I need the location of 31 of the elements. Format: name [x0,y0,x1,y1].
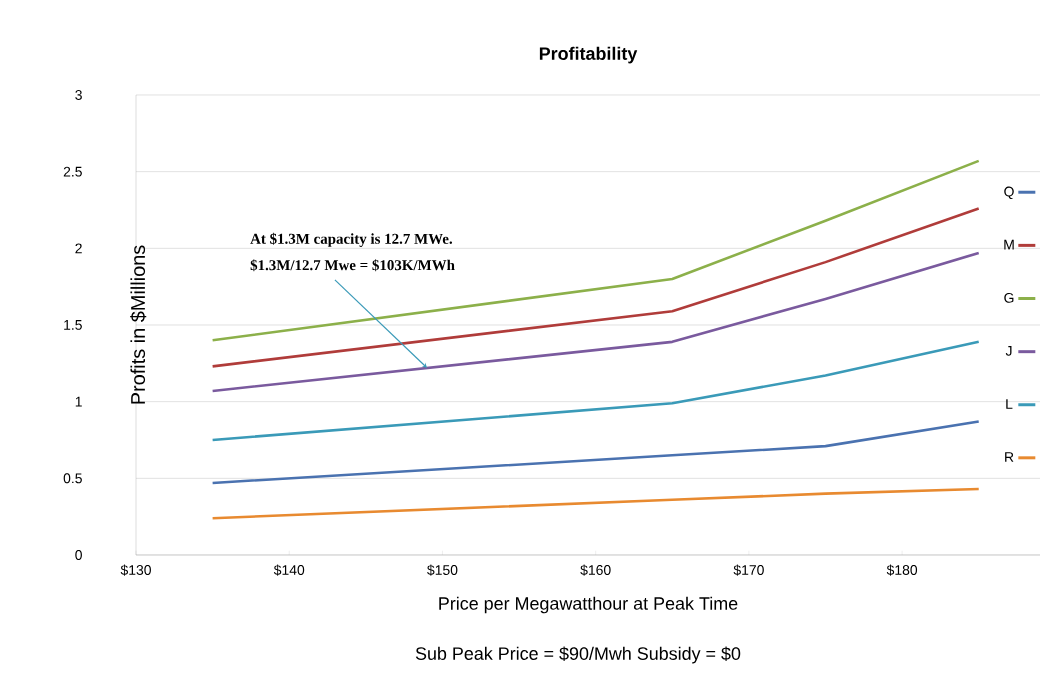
legend-label: G [1004,292,1014,303]
line-series [211,159,981,342]
y-tick-label: 0.5 [63,473,82,484]
annotation: $1.3M/12.7 Mwe = $103K/MWh [250,259,455,272]
line-series [211,340,981,442]
x-tick-label: $130 [120,564,151,576]
chart-title: Profitability [539,46,638,64]
y-tick-label: 1 [75,396,82,407]
legend-label: J [1005,346,1012,356]
x-tick-label: $170 [733,564,764,576]
line-series [211,487,981,520]
text: Sub Peak Price = $90/Mwh Subsidy = $0 [415,646,741,664]
annotation: At $1.3M capacity is 12.7 MWe. [250,232,453,247]
line-series [211,207,981,368]
y-axis-title: Profits in $Millions [130,245,147,404]
y-tick-label: 3 [75,90,82,100]
y-tick-label: 0 [75,550,82,560]
y-tick-label: 2.5 [63,166,82,177]
line-series [211,251,981,393]
legend-label: R [1005,452,1014,462]
y-tick-label: 2 [75,243,82,254]
x-tick-label: $180 [886,564,918,576]
x-tick-label: $150 [427,564,458,576]
legend-label: M [1004,239,1014,250]
line-series [211,420,981,485]
x-tick-label: $140 [273,564,305,576]
x-axis-title: Price per Megawatthour at Peak Time [439,596,738,614]
y-tick-label: 1.5 [64,320,82,330]
legend-label: L [1006,399,1013,409]
x-tick-label: $160 [580,564,611,576]
legend-label: Q [1004,186,1014,199]
